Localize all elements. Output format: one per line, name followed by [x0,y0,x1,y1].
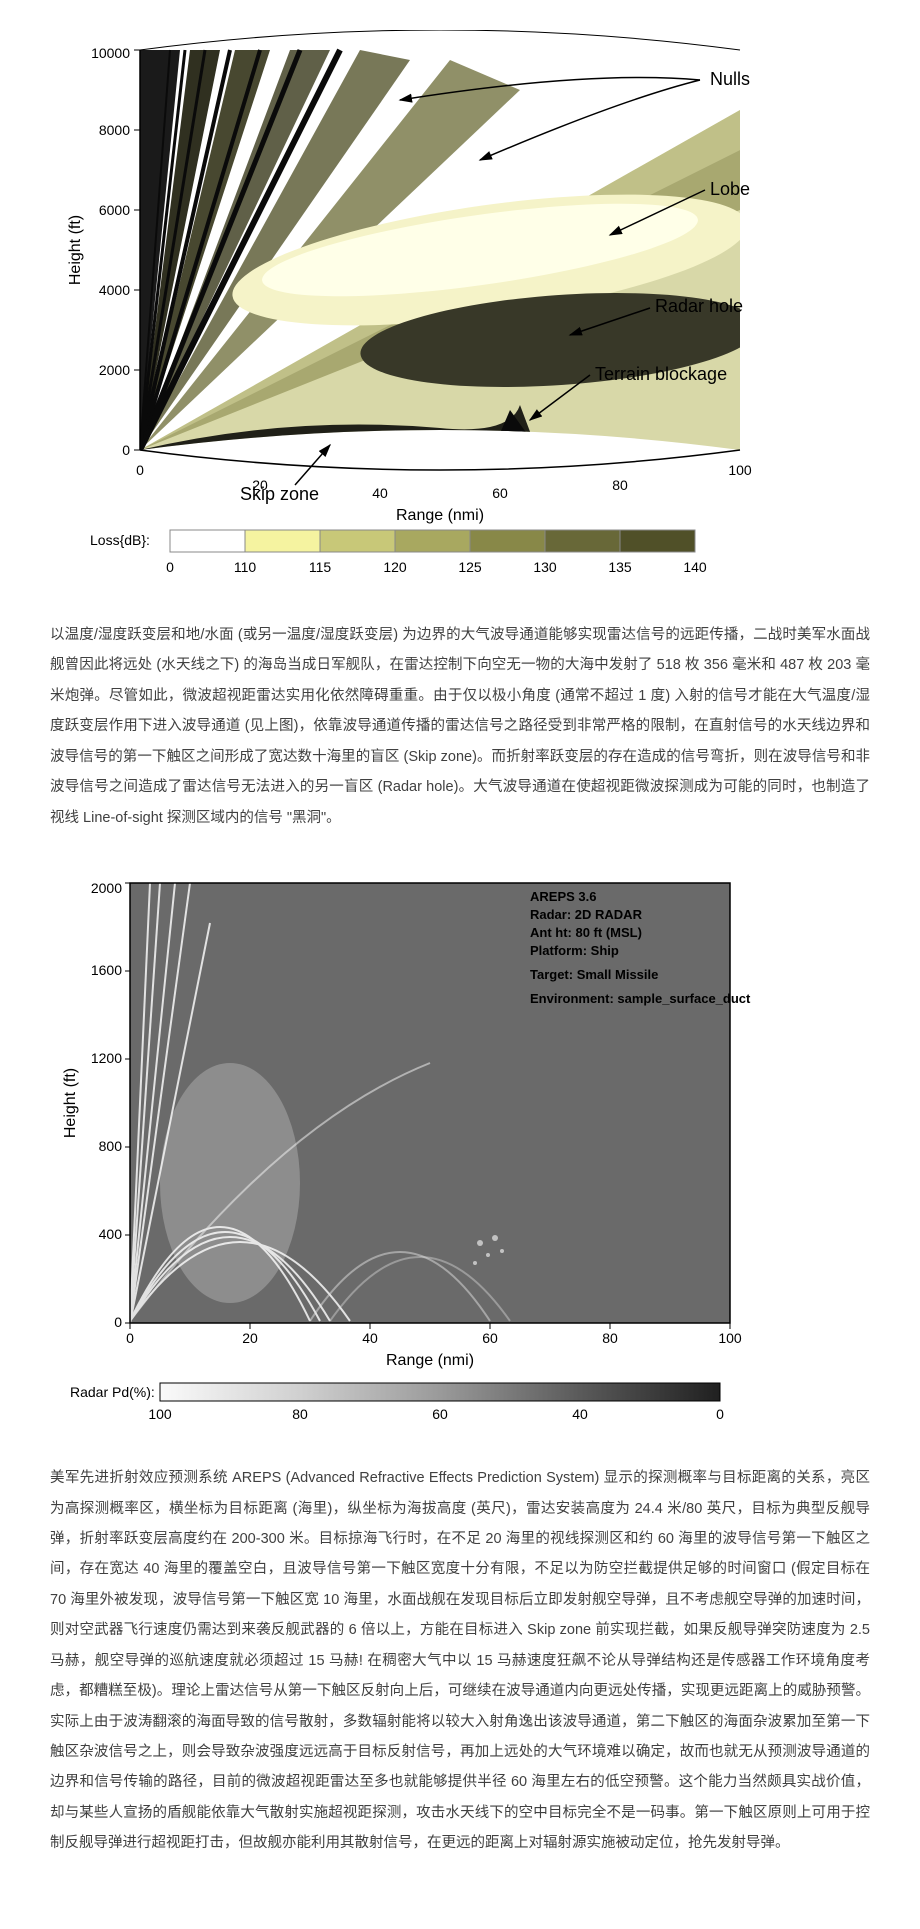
fig2-xtick-1: 20 [242,1330,258,1346]
fig1-xtick-3: 60 [492,485,508,501]
paragraph-2: 美军先进折射效应预测系统 AREPS (Advanced Refractive … [50,1463,870,1859]
fig2-xtick-4: 80 [602,1330,618,1346]
fig2-ytick-1: 400 [99,1226,123,1242]
fig1-xlabel: Range (nmi) [396,507,484,524]
fig2-cb-4: 0 [716,1406,724,1422]
fig2-xtick-3: 60 [482,1330,498,1346]
fig2-ytick-5: 2000 [91,880,122,896]
fig2-ylabel: Height (ft) [62,1068,79,1138]
fig1-cb-5: 130 [533,559,557,575]
fig1-cb-0: 0 [166,559,174,575]
fig1-xtick-0: 0 [136,462,144,478]
fig1-cb-4: 125 [458,559,482,575]
fig1-xtick-4: 80 [612,477,628,493]
fig2-cb-0: 100 [148,1406,172,1422]
fig2-xlabel: Range (nmi) [386,1352,474,1369]
fig1-ytick-5: 10000 [91,45,130,61]
areps-probability-figure: 0 400 800 1200 1600 2000 0 20 40 60 80 1… [50,873,870,1433]
fig1-cb-3: 120 [383,559,407,575]
fig1-cb-2: 115 [309,559,332,575]
fig1-ytick-4: 8000 [99,122,130,138]
fig2-info-3: Platform: Ship [530,943,619,958]
fig1-colorbar-label: Loss{dB}: [90,532,150,548]
fig2-cb-1: 80 [292,1406,308,1422]
annot-terrain-blockage: Terrain blockage [595,364,727,384]
fig1-ytick-1: 2000 [99,362,130,378]
fig1-cb-7: 140 [683,559,707,575]
fig2-info-4: Target: Small Missile [530,967,658,982]
figure2-svg: 0 400 800 1200 1600 2000 0 20 40 60 80 1… [50,873,770,1433]
fig2-info-2: Ant ht: 80 ft (MSL) [530,925,642,940]
annot-lobe: Lobe [710,179,750,199]
annot-radar-hole: Radar hole [655,296,743,316]
annot-nulls: Nulls [710,69,750,89]
fig2-info-5: Environment: sample_surface_duct [530,991,751,1006]
annot-skip-zone: Skip zone [240,484,319,504]
fig2-ytick-4: 1600 [91,962,122,978]
fig1-ytick-3: 6000 [99,202,130,218]
fig1-ytick-2: 4000 [99,282,130,298]
fig2-cb-label: Radar Pd(%): [70,1384,155,1400]
fig1-cb-6: 135 [608,559,632,575]
fig2-cb-2: 60 [432,1406,448,1422]
fig2-xtick-5: 100 [718,1330,742,1346]
fig2-ytick-3: 1200 [91,1050,122,1066]
fig1-xtick-2: 40 [372,485,388,501]
fig1-cb-1: 110 [234,559,257,575]
fig1-xtick-5: 100 [728,462,752,478]
figure1-svg: 0 2000 4000 6000 8000 10000 0 20 40 60 8… [50,30,780,590]
fig1-ytick-0: 0 [122,442,130,458]
radar-propagation-figure: 0 2000 4000 6000 8000 10000 0 20 40 60 8… [50,30,870,590]
fig2-ytick-0: 0 [114,1314,122,1330]
fig2-xtick-2: 40 [362,1330,378,1346]
fig1-ylabel: Height (ft) [67,215,84,285]
fig2-info-0: AREPS 3.6 [530,889,596,904]
fig2-info-1: Radar: 2D RADAR [530,907,643,922]
paragraph-1: 以温度/湿度跃变层和地/水面 (或另一温度/湿度跃变层) 为边界的大气波导通道能… [50,620,870,833]
fig2-xtick-0: 0 [126,1330,134,1346]
fig2-cb-3: 40 [572,1406,588,1422]
fig2-ytick-2: 800 [99,1138,123,1154]
